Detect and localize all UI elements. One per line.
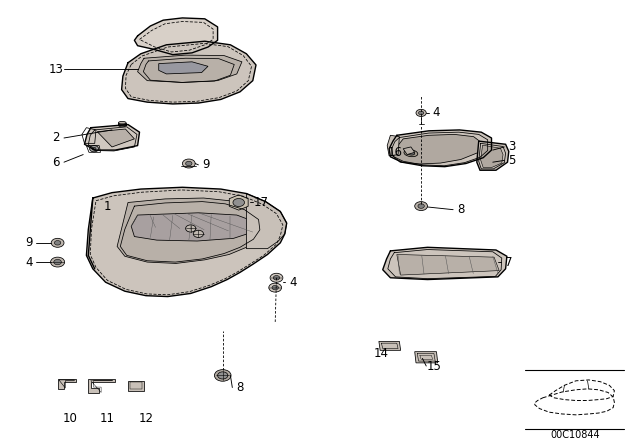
Polygon shape <box>131 213 255 241</box>
Text: 8: 8 <box>457 203 465 216</box>
Circle shape <box>193 230 204 237</box>
Polygon shape <box>403 147 415 155</box>
Circle shape <box>233 198 244 207</box>
Circle shape <box>272 285 278 290</box>
Circle shape <box>186 225 196 232</box>
Text: 4: 4 <box>25 255 33 269</box>
Text: 16: 16 <box>388 146 403 159</box>
Polygon shape <box>383 247 507 280</box>
Text: 17: 17 <box>253 196 269 209</box>
Text: 12: 12 <box>138 412 154 426</box>
Polygon shape <box>393 134 481 164</box>
Ellipse shape <box>404 150 418 157</box>
Text: 7: 7 <box>505 255 513 269</box>
Circle shape <box>51 238 64 247</box>
Text: 4: 4 <box>289 276 297 289</box>
Polygon shape <box>138 55 242 82</box>
Circle shape <box>269 283 282 292</box>
Circle shape <box>90 146 99 152</box>
Polygon shape <box>246 194 287 249</box>
Polygon shape <box>128 381 144 391</box>
Text: 2: 2 <box>52 131 60 145</box>
Polygon shape <box>397 254 499 275</box>
Circle shape <box>418 204 424 208</box>
Polygon shape <box>159 62 208 74</box>
Text: 14: 14 <box>374 346 389 360</box>
Polygon shape <box>229 195 248 210</box>
Polygon shape <box>97 129 134 147</box>
Ellipse shape <box>407 151 415 155</box>
Polygon shape <box>387 135 399 156</box>
Circle shape <box>92 147 96 150</box>
Polygon shape <box>88 379 115 393</box>
Polygon shape <box>117 198 268 263</box>
Circle shape <box>214 370 231 381</box>
Polygon shape <box>58 379 76 389</box>
Circle shape <box>419 111 424 115</box>
Text: 8: 8 <box>236 381 244 394</box>
Text: 00C10844: 00C10844 <box>550 430 600 439</box>
Text: 9: 9 <box>202 158 210 172</box>
Polygon shape <box>389 130 492 167</box>
Polygon shape <box>122 41 256 104</box>
Text: 5: 5 <box>508 154 516 167</box>
Circle shape <box>182 159 195 168</box>
Text: 15: 15 <box>426 359 442 373</box>
Circle shape <box>54 241 61 245</box>
Circle shape <box>270 273 283 282</box>
Circle shape <box>51 257 65 267</box>
Text: 9: 9 <box>25 236 33 250</box>
Polygon shape <box>415 352 438 363</box>
Text: 1: 1 <box>104 199 111 213</box>
Polygon shape <box>477 141 509 170</box>
Circle shape <box>218 372 228 379</box>
Circle shape <box>186 161 192 166</box>
Circle shape <box>415 202 428 211</box>
Text: 3: 3 <box>508 140 516 154</box>
Circle shape <box>416 109 426 116</box>
Polygon shape <box>84 125 140 150</box>
Polygon shape <box>481 145 503 168</box>
Text: 6: 6 <box>52 155 60 169</box>
Circle shape <box>54 259 61 265</box>
Polygon shape <box>379 341 401 350</box>
Text: 11: 11 <box>100 412 115 426</box>
Ellipse shape <box>118 121 126 124</box>
Polygon shape <box>86 187 287 297</box>
Circle shape <box>273 276 280 280</box>
Polygon shape <box>118 123 126 125</box>
Polygon shape <box>134 18 218 55</box>
Text: 4: 4 <box>433 106 440 120</box>
Text: 10: 10 <box>63 412 78 426</box>
Text: 13: 13 <box>49 63 64 76</box>
